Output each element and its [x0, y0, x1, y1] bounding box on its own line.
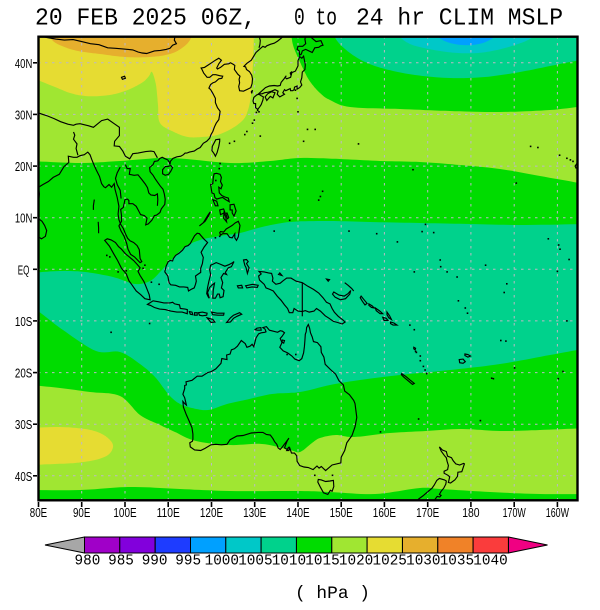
svg-text:( hPa ): ( hPa ) [295, 584, 370, 604]
svg-text:1005: 1005 [238, 554, 272, 570]
svg-text:90E: 90E [73, 506, 90, 520]
svg-text:1020: 1020 [339, 554, 373, 570]
svg-text:1030: 1030 [406, 554, 440, 570]
svg-text:980: 980 [75, 554, 101, 570]
svg-text:40N: 40N [15, 57, 32, 71]
svg-text:170W: 170W [503, 506, 526, 520]
svg-text:1040: 1040 [473, 554, 507, 570]
svg-text:150E: 150E [330, 506, 353, 520]
svg-text:20 FEB 2025 06Z,: 20 FEB 2025 06Z, [35, 6, 256, 33]
svg-text:180: 180 [462, 506, 479, 520]
svg-text:140E: 140E [286, 506, 309, 520]
svg-text:110E: 110E [157, 506, 180, 520]
svg-text:100E: 100E [113, 506, 136, 520]
svg-text:EQ: EQ [18, 263, 30, 277]
svg-text:30S: 30S [15, 418, 32, 432]
svg-text:1010: 1010 [272, 554, 306, 570]
svg-text:10S: 10S [15, 315, 32, 329]
svg-text:0 to: 0 to [294, 6, 337, 33]
svg-text:160W: 160W [546, 506, 569, 520]
svg-text:990: 990 [142, 554, 168, 570]
svg-text:10N: 10N [15, 212, 32, 226]
svg-text:160E: 160E [373, 506, 396, 520]
svg-text:995: 995 [175, 554, 201, 570]
svg-text:1000: 1000 [205, 554, 239, 570]
svg-text:20N: 20N [15, 160, 32, 174]
svg-text:130E: 130E [243, 506, 266, 520]
svg-text:30N: 30N [15, 108, 32, 122]
svg-text:20S: 20S [15, 367, 32, 381]
svg-text:24 hr CLIM MSLP: 24 hr CLIM MSLP [356, 6, 563, 33]
svg-text:1015: 1015 [305, 554, 339, 570]
svg-text:1035: 1035 [440, 554, 474, 570]
svg-text:985: 985 [108, 554, 134, 570]
svg-text:1025: 1025 [373, 554, 407, 570]
svg-text:170E: 170E [416, 506, 439, 520]
svg-text:120E: 120E [200, 506, 223, 520]
svg-text:80E: 80E [30, 506, 47, 520]
svg-text:40S: 40S [15, 470, 32, 484]
